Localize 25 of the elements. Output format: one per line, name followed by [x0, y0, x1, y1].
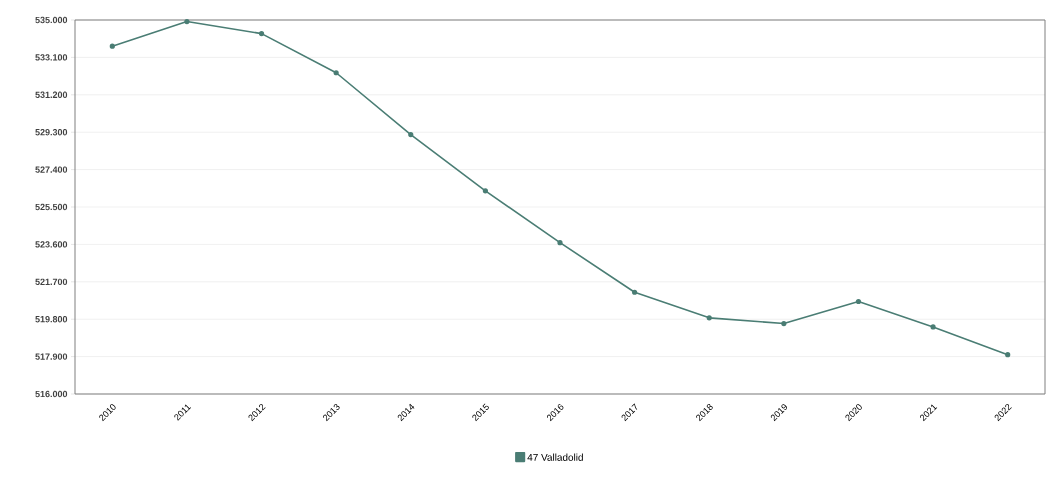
y-tick-label: 517.900 [35, 353, 68, 360]
point [184, 18, 190, 25]
y-tick-label: 527.400 [35, 166, 68, 173]
y-tick-label: 521.700 [35, 278, 68, 285]
y-tick-label: 533.100 [35, 54, 68, 61]
y-tick-label: 535.000 [35, 16, 68, 24]
point [706, 315, 712, 321]
point [333, 70, 339, 76]
point [482, 188, 488, 194]
point [1005, 352, 1011, 358]
y-tick-label: 516.000 [35, 390, 68, 398]
point [408, 131, 414, 138]
y-tick-label: 523.600 [35, 241, 68, 248]
point [109, 43, 115, 49]
y-tick-label: 531.200 [35, 91, 68, 98]
point [258, 30, 265, 37]
point [632, 289, 638, 295]
point [930, 324, 936, 330]
y-tick-label: 529.300 [35, 129, 68, 136]
y-tick-label: 525.500 [35, 203, 68, 211]
point [855, 298, 862, 305]
point [781, 320, 787, 327]
y-tick-label: 519.800 [35, 316, 68, 323]
point [557, 240, 563, 246]
legend-label: 47 Valladolid [527, 453, 583, 461]
